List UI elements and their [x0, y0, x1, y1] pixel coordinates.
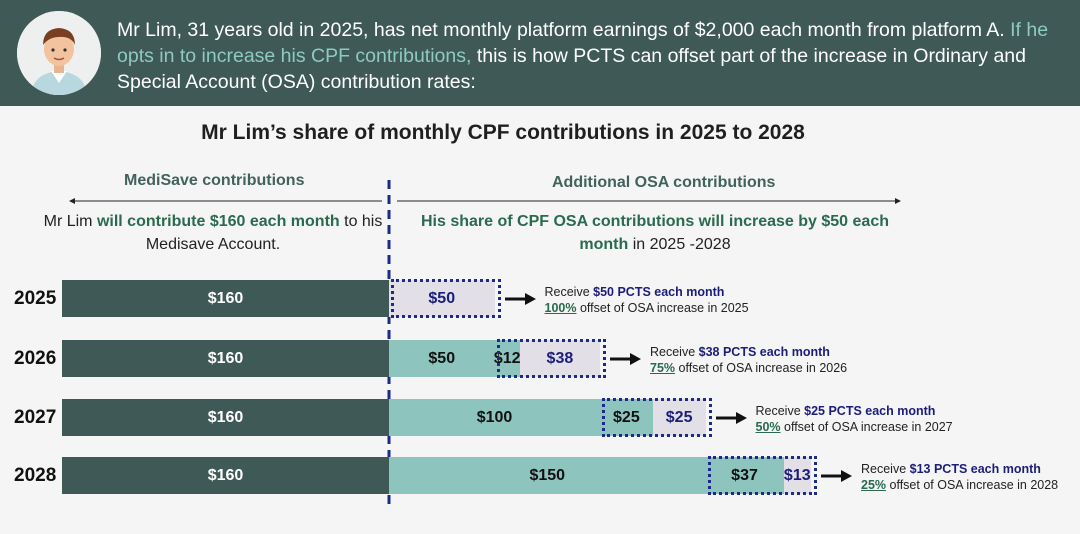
- osa-unoffset-segment-2026: $12: [494, 340, 521, 377]
- right-arrow-icon: [610, 352, 641, 365]
- year-label-2028: 2028: [14, 465, 57, 486]
- osa-paid-segment-2027: $100: [389, 399, 600, 436]
- intro-highlight: If he opts in to increase his CPF contri…: [117, 19, 1049, 67]
- right-arrow-icon: [504, 292, 536, 305]
- pcts-note-2027: Receive $25 PCTS each month 50% offset of…: [755, 404, 953, 434]
- osa-unoffset-segment-2028: $37: [705, 457, 784, 494]
- osa-paid-segment-2028: $150: [389, 457, 706, 494]
- right-arrow-icon: [821, 469, 852, 482]
- pcts-offset-segment-2028: $13: [783, 457, 811, 494]
- osa-heading: Additional OSA contributions: [552, 174, 776, 191]
- pcts-offset-segment-2026: $38: [519, 340, 600, 377]
- intro-text: Mr Lim, 31 years old in 2025, has net mo…: [117, 19, 1049, 93]
- pcts-note-2028: Receive $13 PCTS each month 25% offset of…: [861, 462, 1059, 492]
- intro-banner: Mr Lim, 31 years old in 2025, has net mo…: [0, 0, 1080, 106]
- person-avatar-icon: [17, 11, 101, 95]
- pcts-note-2026: Receive $38 PCTS each month 75% offset of…: [650, 345, 848, 375]
- medisave-description: Mr Lim will contribute $160 each month t…: [43, 213, 383, 253]
- medisave-bar-2026: $160: [62, 340, 389, 377]
- year-label-2027: 2027: [14, 407, 57, 428]
- pcts-offset-segment-2027: $25: [652, 399, 706, 436]
- osa-description: His share of CPF OSA contributions will …: [421, 213, 889, 253]
- osa-unoffset-segment-2027: $25: [600, 399, 653, 436]
- medisave-heading: MediSave contributions: [124, 172, 305, 189]
- right-arrow-icon: [715, 411, 747, 424]
- osa-paid-segment-2026: $50: [389, 340, 495, 377]
- chart-title: Mr Lim’s share of monthly CPF contributi…: [201, 121, 805, 144]
- year-label-2026: 2026: [14, 348, 57, 369]
- pcts-offset-segment-2025: $50: [389, 280, 495, 317]
- medisave-bar-2027: $160: [62, 399, 389, 436]
- medisave-bar-2028: $160: [62, 457, 389, 494]
- year-label-2025: 2025: [14, 288, 57, 309]
- medisave-bar-2025: $160: [62, 280, 389, 317]
- pcts-note-2025: Receive $50 PCTS each month 100% offset o…: [544, 285, 749, 315]
